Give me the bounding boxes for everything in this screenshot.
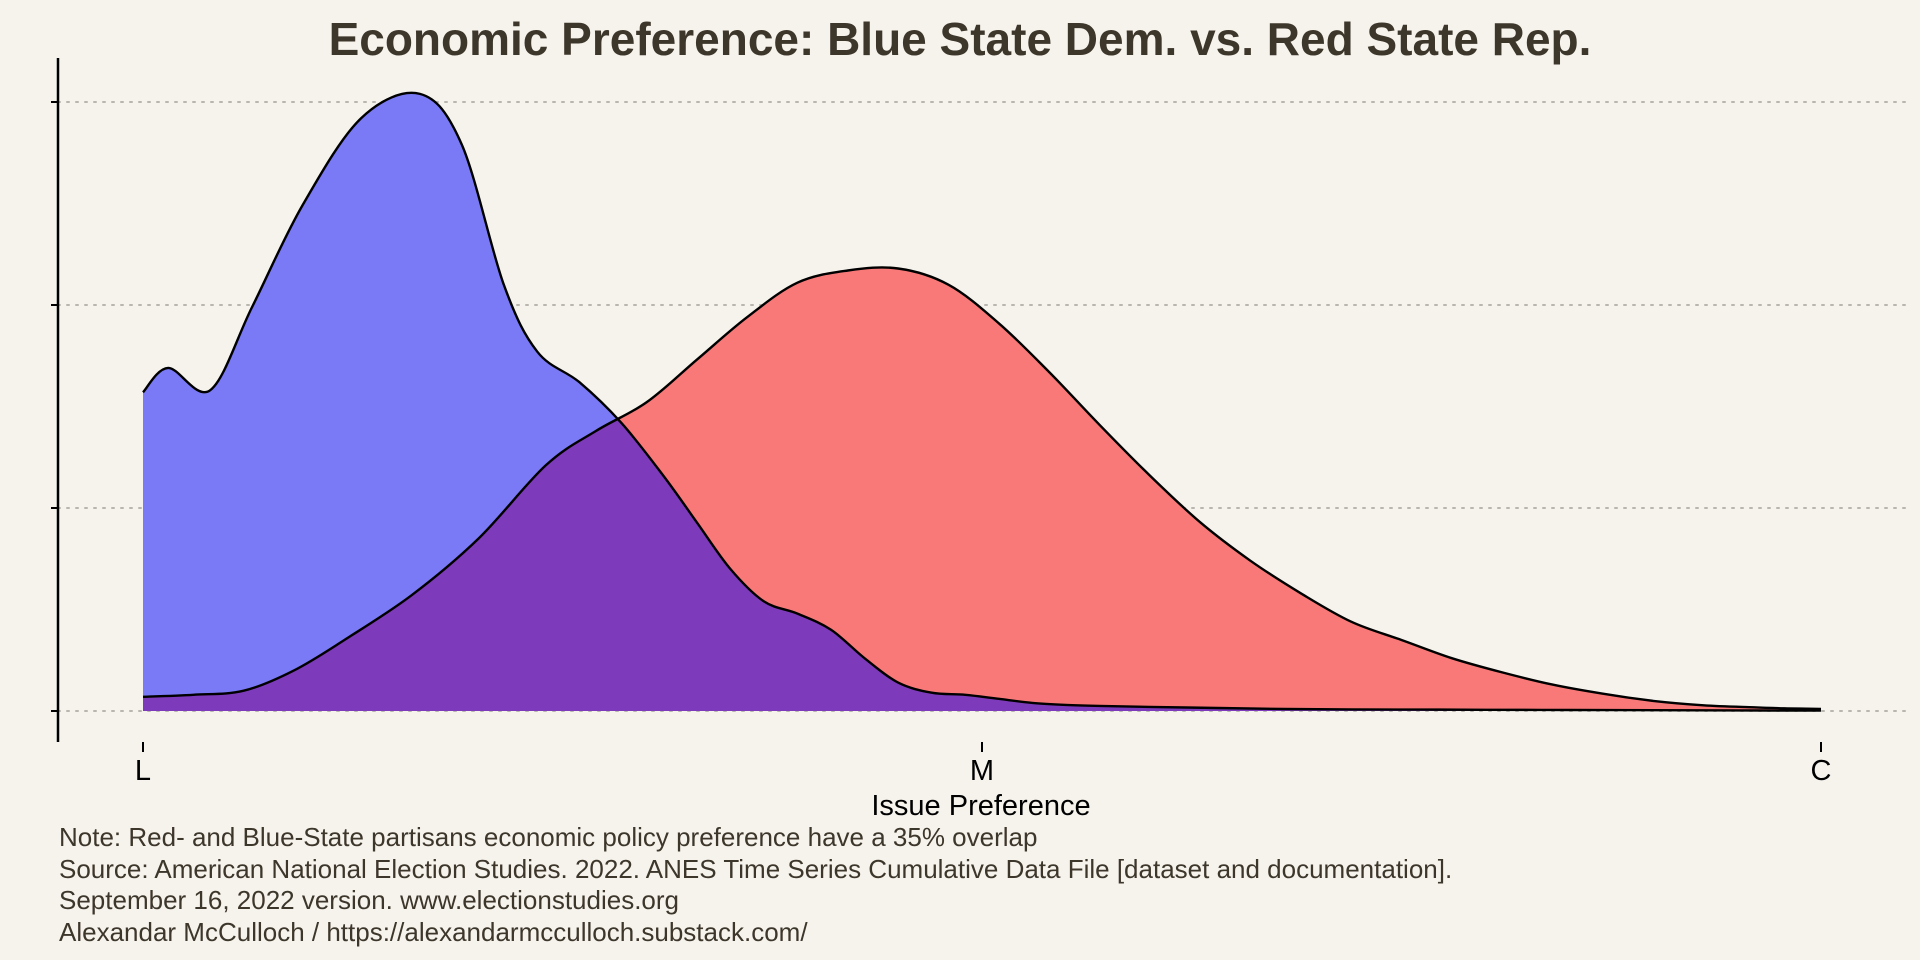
caption-source: Source: American National Election Studi… bbox=[59, 853, 1453, 884]
chart-caption: Note: Red- and Blue-State partisans econ… bbox=[59, 822, 1452, 948]
x-tick-label-0: L bbox=[135, 755, 151, 787]
blue-density-outline bbox=[142, 91, 1822, 712]
caption-author: Alexandar McCulloch / https://alexandarm… bbox=[59, 916, 808, 947]
chart-title: Economic Preference: Blue State Dem. vs.… bbox=[328, 13, 1592, 65]
x-axis-title: Issue Preference bbox=[871, 790, 1090, 820]
overlap-area bbox=[143, 267, 1821, 711]
density-plot: L M C Issue Preference bbox=[51, 58, 1909, 820]
x-tick-label-1: M bbox=[970, 755, 994, 787]
caption-note: Note: Red- and Blue-State partisans econ… bbox=[59, 822, 1038, 852]
red-density-outline bbox=[142, 266, 1822, 711]
caption-source-version: September 16, 2022 version. www.election… bbox=[59, 885, 680, 915]
density-areas bbox=[142, 91, 1822, 712]
x-tick-label-2: C bbox=[1811, 755, 1832, 787]
